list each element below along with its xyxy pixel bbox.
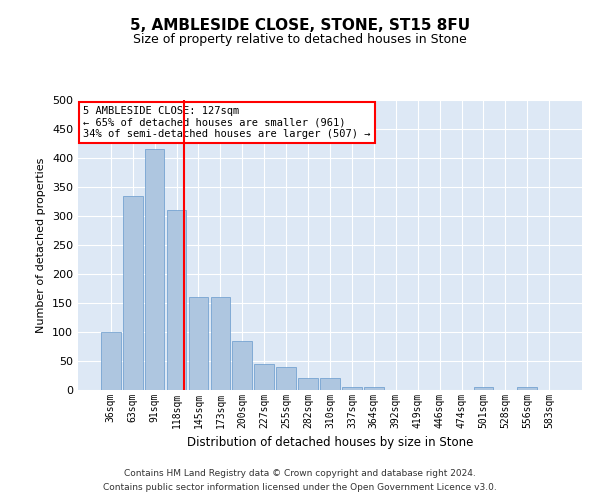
Bar (364, 387, 384, 390)
Text: Contains HM Land Registry data © Crown copyright and database right 2024.: Contains HM Land Registry data © Crown c… (124, 468, 476, 477)
Text: 5 AMBLESIDE CLOSE: 127sqm
← 65% of detached houses are smaller (961)
34% of semi: 5 AMBLESIDE CLOSE: 127sqm ← 65% of detac… (83, 106, 371, 139)
Bar (276, 367, 296, 390)
Text: Size of property relative to detached houses in Stone: Size of property relative to detached ho… (133, 32, 467, 46)
Bar (188, 297, 208, 390)
Bar (232, 340, 252, 390)
Bar (320, 378, 340, 390)
Y-axis label: Number of detached properties: Number of detached properties (37, 158, 46, 332)
Bar (211, 297, 230, 390)
Bar (298, 378, 318, 390)
Bar (473, 387, 493, 390)
Text: 5, AMBLESIDE CLOSE, STONE, ST15 8FU: 5, AMBLESIDE CLOSE, STONE, ST15 8FU (130, 18, 470, 32)
X-axis label: Distribution of detached houses by size in Stone: Distribution of detached houses by size … (187, 436, 473, 450)
Bar (254, 364, 274, 390)
Bar (123, 196, 143, 390)
Bar (342, 387, 362, 390)
Text: Contains public sector information licensed under the Open Government Licence v3: Contains public sector information licen… (103, 484, 497, 492)
Bar (145, 150, 164, 390)
Bar (517, 387, 537, 390)
Bar (167, 210, 187, 390)
Bar (101, 332, 121, 390)
